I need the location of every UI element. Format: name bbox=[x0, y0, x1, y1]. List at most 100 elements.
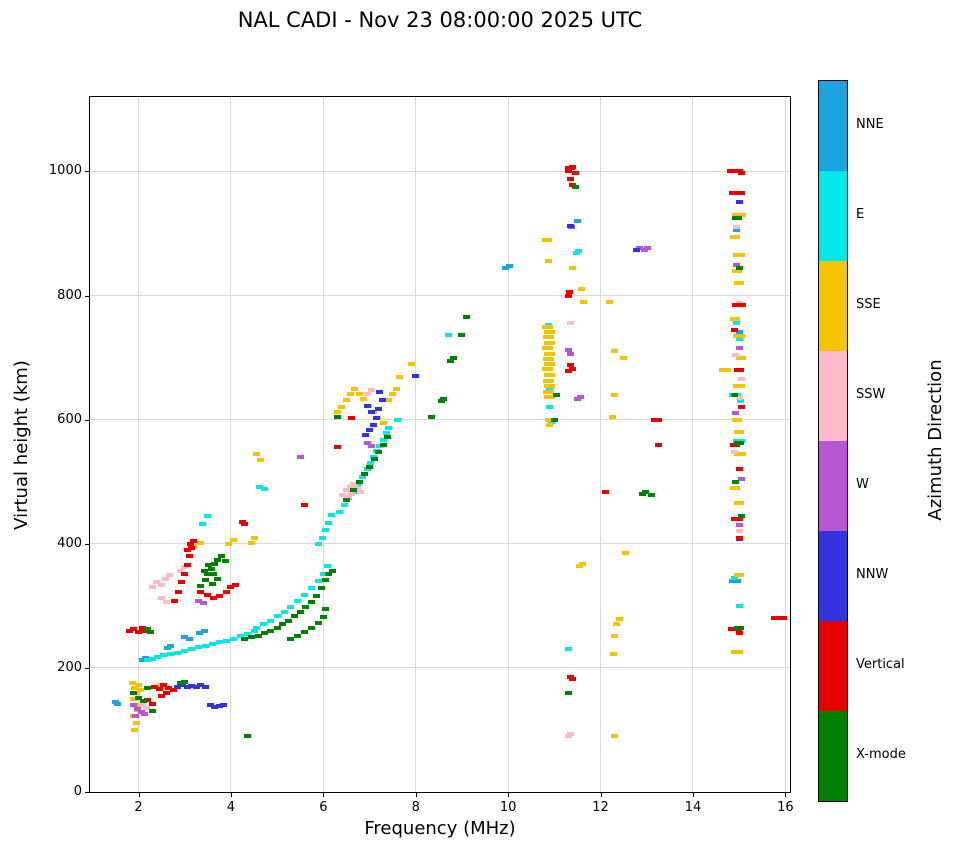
data-point-nne bbox=[167, 643, 175, 648]
data-point-ssw bbox=[339, 493, 347, 498]
data-point-nnw bbox=[220, 702, 228, 707]
data-point-nnw bbox=[366, 427, 374, 432]
data-point-x-mode bbox=[731, 479, 739, 484]
data-point-vertical bbox=[564, 293, 572, 298]
data-point-x-mode bbox=[383, 435, 391, 440]
gridline bbox=[138, 97, 139, 792]
data-point-ssw bbox=[368, 387, 376, 392]
x-tick-label: 8 bbox=[411, 800, 420, 815]
data-point-sse bbox=[733, 333, 746, 338]
data-point-w bbox=[737, 476, 745, 481]
data-point-sse bbox=[542, 367, 554, 372]
data-point-e bbox=[154, 655, 162, 660]
gridline bbox=[90, 295, 790, 297]
data-point-sse bbox=[346, 391, 354, 396]
data-point-vertical bbox=[158, 693, 166, 698]
data-point-x-mode bbox=[260, 631, 268, 636]
y-tick-label: 800 bbox=[57, 287, 82, 303]
data-point-e bbox=[546, 405, 554, 410]
data-point-x-mode bbox=[296, 610, 304, 615]
data-point-sse bbox=[389, 391, 397, 396]
data-point-w bbox=[137, 709, 145, 714]
data-point-sse bbox=[379, 421, 387, 426]
data-point-nne bbox=[114, 701, 122, 706]
data-point-e bbox=[215, 640, 223, 645]
data-point-nne bbox=[138, 658, 146, 663]
data-point-e bbox=[573, 251, 581, 256]
data-point-sse bbox=[257, 458, 265, 462]
colorbar-label-w: W bbox=[856, 477, 869, 492]
data-point-x-mode bbox=[176, 680, 184, 685]
data-point-e bbox=[280, 610, 288, 615]
x-tickmark bbox=[230, 793, 232, 797]
data-point-e bbox=[188, 647, 196, 652]
data-point-sse bbox=[137, 687, 145, 692]
data-point-sse bbox=[734, 451, 747, 456]
data-point-nnw bbox=[211, 704, 219, 709]
data-point-sse bbox=[544, 340, 556, 345]
gridline bbox=[692, 97, 694, 792]
data-point-nnw bbox=[567, 224, 575, 229]
data-point-vertical bbox=[135, 629, 142, 634]
data-point-vertical bbox=[731, 327, 739, 332]
data-point-x-mode bbox=[291, 614, 299, 619]
x-tickmark bbox=[138, 793, 140, 797]
data-point-ssw bbox=[567, 320, 575, 325]
data-point-e bbox=[259, 622, 267, 627]
data-point-sse bbox=[544, 384, 556, 389]
data-point-vertical bbox=[204, 592, 212, 597]
data-point-vertical bbox=[569, 677, 577, 682]
data-point-ssw bbox=[161, 576, 169, 581]
data-point-e bbox=[301, 592, 309, 597]
data-point-nnw bbox=[206, 703, 214, 708]
data-point-nnw bbox=[183, 685, 191, 690]
data-point-x-mode bbox=[248, 634, 256, 639]
data-point-sse bbox=[613, 622, 621, 627]
data-point-vertical bbox=[151, 684, 159, 689]
colorbar-segment-ssw bbox=[819, 351, 847, 441]
data-point-e bbox=[148, 657, 156, 662]
data-point-e bbox=[174, 651, 182, 655]
data-point-sse bbox=[252, 451, 260, 456]
data-point-e bbox=[308, 586, 316, 591]
data-point-sse bbox=[610, 392, 618, 397]
data-point-x-mode bbox=[287, 637, 295, 642]
data-point-ssw bbox=[158, 596, 166, 601]
data-point-w bbox=[141, 711, 149, 716]
data-point-sse bbox=[338, 405, 346, 410]
data-point-x-mode bbox=[294, 633, 302, 638]
data-point-e bbox=[336, 509, 343, 514]
data-point-sse bbox=[392, 386, 400, 391]
data-point-vertical bbox=[232, 582, 240, 587]
data-point-vertical bbox=[144, 698, 152, 703]
gridline bbox=[322, 97, 324, 792]
data-point-x-mode bbox=[301, 629, 309, 634]
data-point-sse bbox=[579, 299, 587, 304]
data-point-vertical bbox=[162, 690, 170, 695]
data-point-x-mode bbox=[279, 622, 287, 627]
data-point-vertical bbox=[160, 683, 168, 688]
x-tick-label: 4 bbox=[226, 800, 236, 815]
data-point-x-mode bbox=[428, 414, 436, 419]
data-point-nne bbox=[735, 329, 743, 334]
data-point-e bbox=[287, 605, 295, 610]
data-point-ssw bbox=[567, 732, 575, 737]
data-point-x-mode bbox=[361, 472, 369, 477]
data-point-vertical bbox=[347, 416, 355, 421]
data-point-x-mode bbox=[208, 581, 216, 586]
data-point-vertical bbox=[735, 467, 743, 472]
data-point-vertical bbox=[186, 541, 194, 546]
data-point-e bbox=[256, 484, 264, 489]
data-point-sse bbox=[729, 234, 740, 239]
data-point-x-mode bbox=[553, 392, 561, 397]
data-point-sse bbox=[396, 375, 404, 380]
data-point-x-mode bbox=[329, 569, 337, 574]
data-point-x-mode bbox=[312, 593, 320, 598]
data-point-x-mode bbox=[734, 441, 745, 446]
data-point-nne bbox=[196, 631, 203, 636]
data-point-vertical bbox=[564, 369, 572, 374]
data-point-w bbox=[576, 394, 584, 399]
data-point-x-mode bbox=[446, 358, 454, 363]
colorbar-segment-x-mode bbox=[819, 711, 847, 801]
